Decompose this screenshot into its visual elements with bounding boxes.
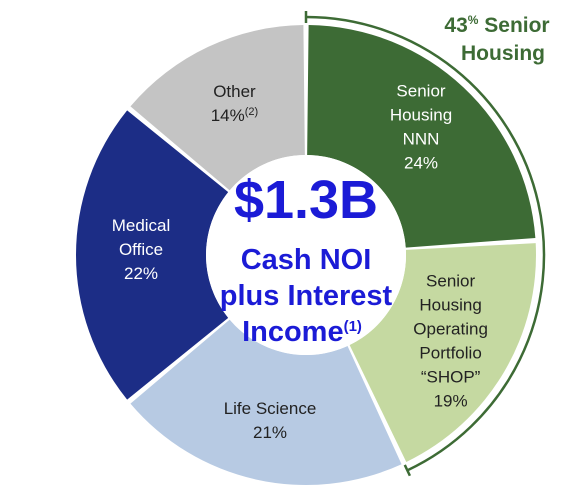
- center-footnote: (1): [344, 318, 362, 335]
- slice-label-other: Other 14%(2): [211, 82, 258, 125]
- slice-label-line: NNN: [403, 130, 440, 149]
- slice-mob: [76, 110, 229, 400]
- slice-label-mob: Medical Office 22%: [112, 216, 171, 283]
- slice-label-line: Senior: [396, 82, 445, 101]
- slice-other: [130, 25, 305, 191]
- slice-label-line: “SHOP”: [421, 368, 481, 387]
- center-hole: [206, 155, 406, 355]
- center-line: plus Interest: [220, 280, 393, 312]
- slice-label-line: Office: [119, 240, 163, 259]
- center-line: Income(1): [242, 316, 362, 348]
- slice-label-shop: Senior Housing Operating Portfolio “SHOP” 19%: [413, 272, 488, 411]
- slice-value-other: 14%: [211, 106, 245, 125]
- slice-label-line: Housing: [390, 106, 452, 125]
- slice-value-shop: 19%: [434, 392, 468, 411]
- slice-label-line: Medical: [112, 216, 171, 235]
- slice-value-mob: 22%: [124, 264, 158, 283]
- slice-value-shn: 24%: [404, 154, 438, 173]
- slice-label-line: Life Science: [224, 399, 317, 418]
- slice-label-line: Operating: [413, 320, 488, 339]
- callout-value: 43: [444, 14, 467, 37]
- slice-value-life: 21%: [253, 423, 287, 442]
- center-line: Cash NOI: [241, 244, 372, 276]
- slice-shn: [307, 25, 536, 248]
- slice-label-shn: Senior Housing NNN 24%: [390, 82, 452, 173]
- slice-label-line: Portfolio: [419, 344, 481, 363]
- callout-bracket-tick: [403, 464, 412, 477]
- slice-label-life: Life Science 21%: [224, 399, 317, 442]
- slice-shop: [349, 243, 536, 462]
- slice-label-line: Housing: [419, 296, 481, 315]
- slice-label-line: Other: [213, 82, 256, 101]
- slices-layer: [76, 25, 536, 485]
- labels-layer: Senior Housing NNN 24% Senior Housing Operatin…: [112, 82, 488, 442]
- callout-layer: 43% Senior Housing: [304, 11, 550, 477]
- slice-label-line: Senior: [426, 272, 475, 291]
- center-label: $1.3B Cash NOI plus Interest Income(1): [220, 170, 393, 348]
- callout-text: 43% Senior Housing: [444, 13, 549, 65]
- callout-bracket: [305, 15, 546, 472]
- callout-sup: %: [468, 13, 479, 27]
- center-amount: $1.3B: [234, 170, 378, 230]
- slice-footnote-other: (2): [245, 106, 258, 118]
- callout-line2: Housing: [461, 42, 545, 65]
- callout-line1: Senior: [478, 14, 549, 37]
- slice-life: [130, 319, 402, 485]
